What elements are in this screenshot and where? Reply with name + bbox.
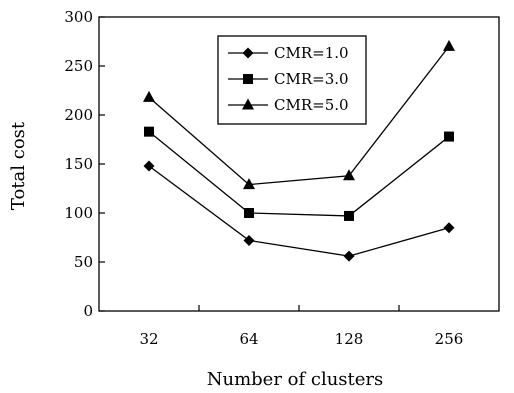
series-3 (143, 39, 455, 190)
data-point-triangle (143, 90, 155, 102)
data-point-triangle (243, 178, 255, 190)
data-point-triangle (343, 169, 355, 181)
y-axis-ticks: 0 50 100 150 200 250 300 (64, 8, 105, 320)
data-point-square (144, 126, 154, 137)
x-tick-label: 64 (239, 330, 258, 348)
legend-item: CMR=5.0 (228, 96, 349, 114)
series-line (148, 46, 450, 186)
series-line (148, 165, 450, 257)
legend-item: CMR=1.0 (228, 44, 349, 62)
y-tick-label: 250 (64, 57, 93, 75)
y-tick-label: 150 (64, 155, 93, 173)
data-point-diamond (143, 160, 155, 172)
data-point-square (344, 210, 354, 221)
legend-marker-diamond (242, 47, 254, 59)
legend-item: CMR=3.0 (228, 70, 349, 88)
series-2 (144, 126, 454, 221)
x-tick-label: 128 (335, 330, 364, 348)
legend-marker-square (243, 74, 253, 84)
legend-label: CMR=5.0 (274, 96, 349, 114)
y-tick-label: 200 (64, 106, 93, 124)
data-point-square (444, 131, 454, 142)
legend-label: CMR=3.0 (274, 70, 349, 88)
y-tick-label: 100 (64, 204, 93, 222)
data-point-square (244, 208, 254, 218)
legend-label: CMR=1.0 (274, 44, 349, 62)
x-tick-label: 256 (435, 330, 464, 348)
series-line (148, 131, 450, 217)
y-axis-label: Total cost (8, 121, 29, 210)
legend: CMR=1.0 CMR=3.0 CMR=5.0 (217, 35, 367, 125)
series-group (143, 39, 455, 262)
legend-box (217, 35, 367, 125)
data-point-triangle (443, 39, 455, 51)
data-point-diamond (443, 222, 455, 234)
legend-marker-triangle (242, 98, 254, 110)
series-1 (143, 160, 455, 262)
data-point-diamond (343, 250, 355, 262)
x-tick-label: 32 (139, 330, 158, 348)
y-tick-label: 0 (83, 302, 93, 320)
y-tick-label: 300 (64, 8, 93, 26)
x-axis-label: Number of clusters (207, 369, 384, 390)
x-axis-ticks: 32 64 128 256 (139, 305, 463, 348)
data-point-diamond (243, 234, 255, 246)
y-tick-label: 50 (74, 253, 93, 271)
